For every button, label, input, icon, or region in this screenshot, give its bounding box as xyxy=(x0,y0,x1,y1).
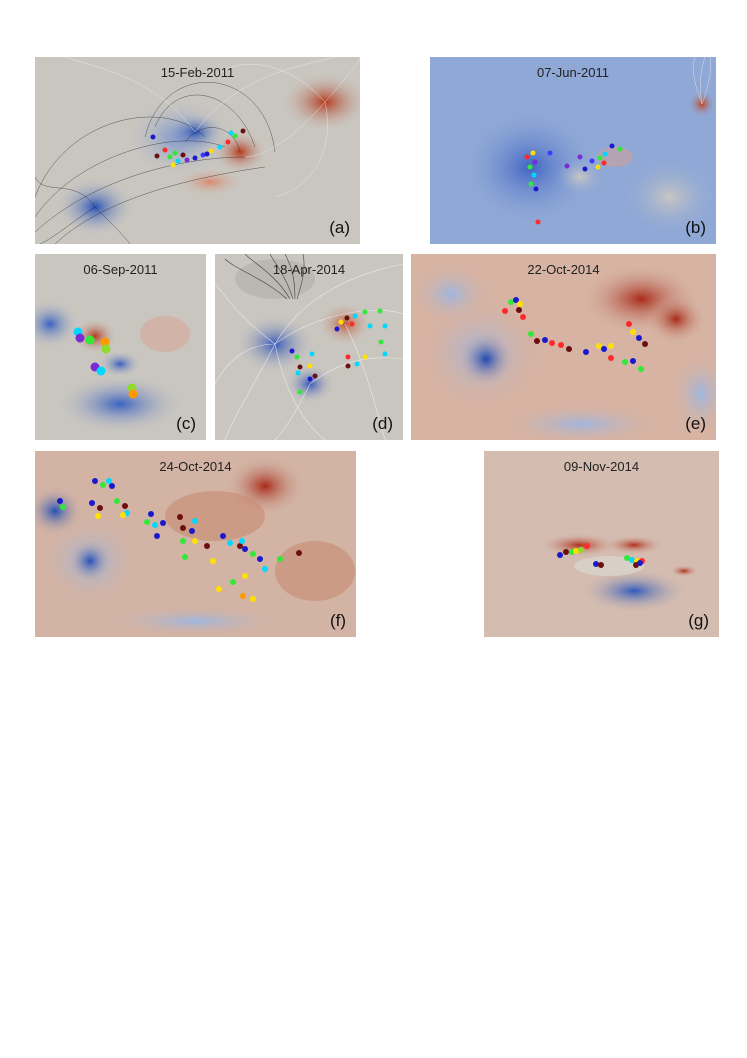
panel-c: 06-Sep-2011 (c) xyxy=(35,254,206,440)
panel-label: (g) xyxy=(688,611,709,630)
panel-date: 22-Oct-2014 xyxy=(527,262,600,277)
panel-a: 15-Feb-2011 (a) xyxy=(35,57,360,244)
panel-g: 09-Nov-2014 (g) xyxy=(484,451,719,637)
magnetogram-a xyxy=(35,57,360,244)
panel-date: 06-Sep-2011 xyxy=(83,262,158,277)
magnetogram-f xyxy=(35,451,356,637)
panel-e: 22-Oct-2014 (e) xyxy=(411,254,716,440)
magnetogram-c xyxy=(35,254,206,440)
panel-date: 07-Jun-2011 xyxy=(536,65,610,80)
magnetogram-d xyxy=(215,254,403,440)
magnetogram-e xyxy=(411,254,716,440)
panel-date: 24-Oct-2014 xyxy=(159,459,232,474)
magnetogram-g xyxy=(484,451,719,637)
panel-label: (e) xyxy=(685,414,706,433)
panel-d: 18-Apr-2014 (d) xyxy=(215,254,403,440)
panel-f: 24-Oct-2014 (f) xyxy=(35,451,356,637)
panel-date: 15-Feb-2011 xyxy=(160,65,235,80)
magnetogram-b xyxy=(430,57,716,244)
panel-label: (a) xyxy=(329,218,350,237)
panel-label: (c) xyxy=(176,414,196,433)
panel-b: 07-Jun-2011 (b) xyxy=(430,57,716,244)
panel-date: 09-Nov-2014 xyxy=(563,459,640,474)
panel-label: (f) xyxy=(329,611,346,630)
panel-label: (b) xyxy=(685,218,706,237)
panel-label: (d) xyxy=(372,414,393,433)
panel-date: 18-Apr-2014 xyxy=(272,262,346,277)
